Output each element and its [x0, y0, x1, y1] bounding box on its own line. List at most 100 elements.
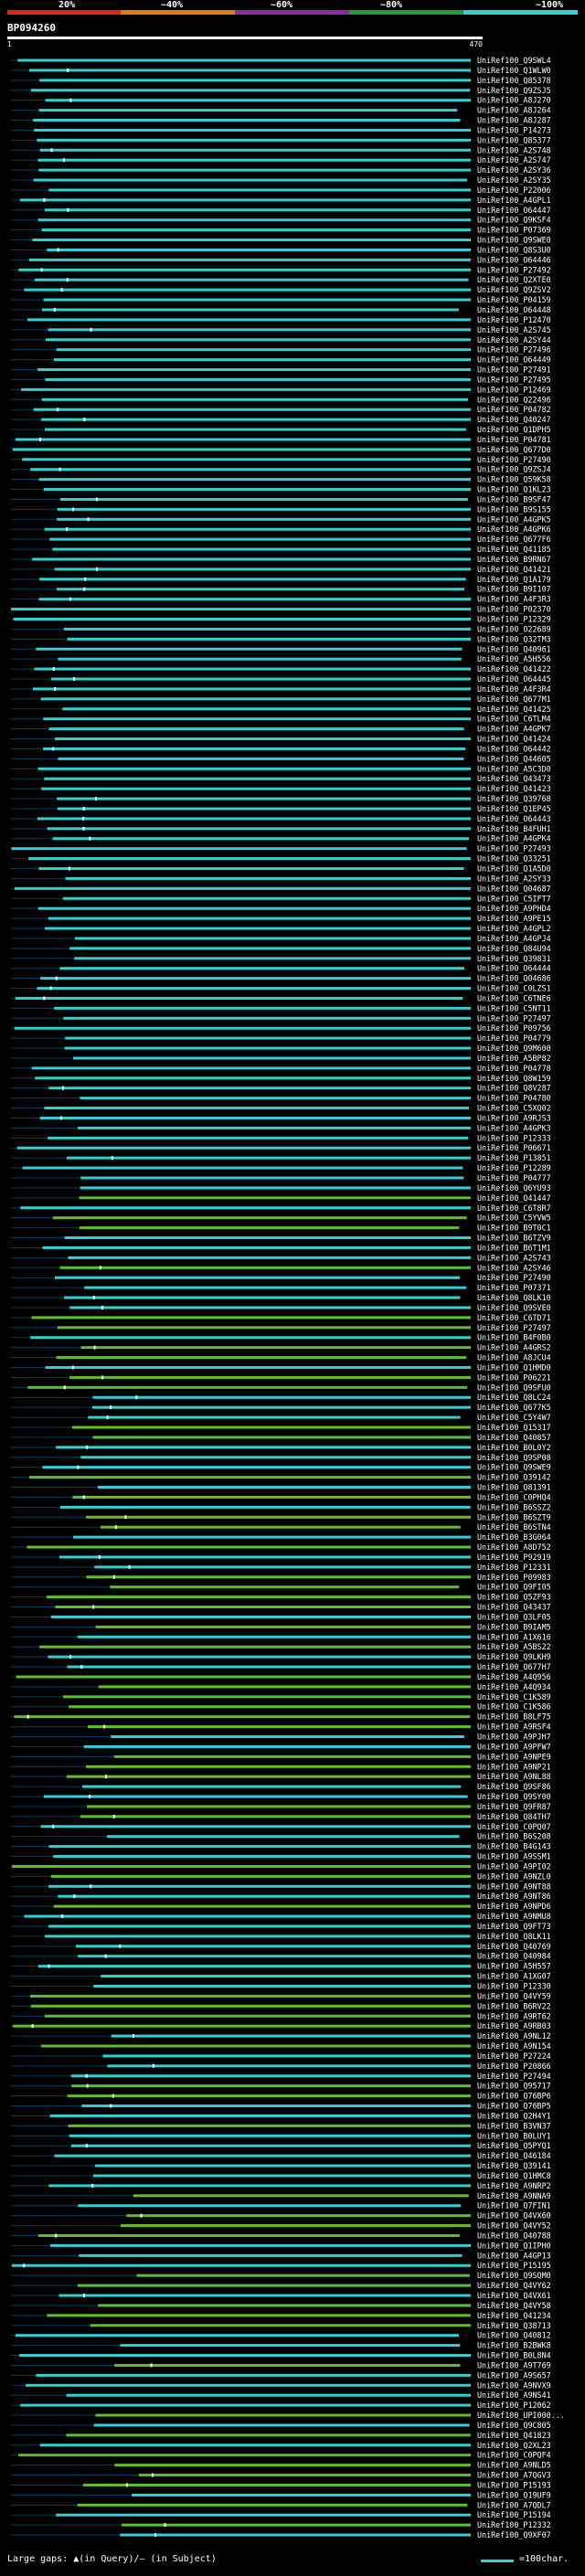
hit-row[interactable]: UniRef100_P27495 — [11, 375, 551, 384]
hit-row[interactable]: UniRef100_P12333 — [11, 1133, 551, 1142]
hit-row[interactable]: UniRef100_Q9ZSV2 — [11, 285, 551, 294]
hit-row[interactable]: UniRef100_A4GPL1 — [11, 196, 551, 205]
hit-row[interactable]: UniRef100_Q1HMD0 — [11, 1362, 551, 1372]
hit-row[interactable]: UniRef100_A4GPK6 — [11, 525, 551, 534]
hit-row[interactable]: UniRef100_Q40247 — [11, 415, 551, 424]
hit-row[interactable]: UniRef100_A8J270 — [11, 96, 551, 105]
hit-row[interactable]: UniRef100_P27494 — [11, 2072, 551, 2081]
hit-row[interactable]: UniRef100_Q44605 — [11, 754, 551, 763]
hit-row[interactable]: UniRef100_P12469 — [11, 385, 551, 394]
hit-row[interactable]: UniRef100_Q85378 — [11, 76, 551, 85]
hit-row[interactable]: UniRef100_A9NNA9 — [11, 2191, 551, 2200]
hit-row[interactable]: UniRef100_A4GPK4 — [11, 834, 551, 843]
hit-row[interactable]: UniRef100_P27490 — [11, 455, 551, 464]
hit-row[interactable]: UniRef100_Q6YU93 — [11, 1183, 551, 1193]
hit-row[interactable]: UniRef100_A4F3R3 — [11, 595, 551, 604]
hit-row[interactable]: UniRef100_Q9SFU0 — [11, 1383, 551, 1392]
hit-row[interactable]: UniRef100_A9NVX9 — [11, 2380, 551, 2390]
hit-row[interactable]: UniRef100_Q04686 — [11, 974, 551, 983]
hit-row[interactable]: UniRef100_P13851 — [11, 1153, 551, 1162]
hit-row[interactable]: UniRef100_Q39142 — [11, 1473, 551, 1482]
hit-row[interactable]: UniRef100_A4GPL2 — [11, 924, 551, 933]
hit-row[interactable]: UniRef100_P02370 — [11, 605, 551, 614]
hit-row[interactable]: UniRef100_A2SY46 — [11, 1263, 551, 1272]
hit-row[interactable]: UniRef100_P06671 — [11, 1143, 551, 1152]
hit-row[interactable]: UniRef100_Q40961 — [11, 644, 551, 653]
hit-row[interactable]: UniRef100_A9NL88 — [11, 1772, 551, 1781]
hit-row[interactable]: UniRef100_Q39141 — [11, 2161, 551, 2170]
hit-row[interactable]: UniRef100_C5Y4W7 — [11, 1413, 551, 1422]
hit-row[interactable]: UniRef100_Q677H7 — [11, 1662, 551, 1671]
hit-row[interactable]: UniRef100_B0LUY1 — [11, 2131, 551, 2140]
hit-row[interactable]: UniRef100_A9SSM1 — [11, 1852, 551, 1861]
hit-row[interactable]: UniRef100_C0PHQ4 — [11, 1492, 551, 1501]
hit-row[interactable]: UniRef100_A9NLD5 — [11, 2461, 551, 2470]
hit-row[interactable]: UniRef100_C5NT11 — [11, 1003, 551, 1012]
hit-row[interactable]: UniRef100_A2S745 — [11, 325, 551, 334]
hit-row[interactable]: UniRef100_A2S747 — [11, 155, 551, 164]
hit-row[interactable]: UniRef100_Q9FT73 — [11, 1922, 551, 1931]
hit-row[interactable]: UniRef100_P14273 — [11, 125, 551, 134]
hit-row[interactable]: UniRef100_Q41185 — [11, 545, 551, 554]
hit-row[interactable]: UniRef100_Q41234 — [11, 2311, 551, 2320]
hit-row[interactable]: UniRef100_Q1DPH5 — [11, 425, 551, 434]
hit-row[interactable]: UniRef100_C6TLM4 — [11, 715, 551, 724]
hit-row[interactable]: UniRef100_Q84TH7 — [11, 1812, 551, 1821]
hit-row[interactable]: UniRef100_B9RN67 — [11, 555, 551, 564]
hit-row[interactable]: UniRef100_Q677M1 — [11, 694, 551, 704]
hit-row[interactable]: UniRef100_B3G064 — [11, 1532, 551, 1542]
hit-row[interactable]: UniRef100_Q40769 — [11, 1942, 551, 1951]
hit-row[interactable]: UniRef100_B4F0B0 — [11, 1333, 551, 1342]
hit-row[interactable]: UniRef100_Q9ZSJ4 — [11, 465, 551, 474]
hit-row[interactable]: UniRef100_B6STN4 — [11, 1522, 551, 1532]
hit-row[interactable]: UniRef100_Q33251 — [11, 854, 551, 864]
hit-row[interactable]: UniRef100_A2SY35 — [11, 175, 551, 185]
hit-row[interactable]: UniRef100_C0LZS1 — [11, 984, 551, 993]
hit-row[interactable]: UniRef100_Q43437 — [11, 1603, 551, 1612]
hit-row[interactable]: UniRef100_P27490 — [11, 1273, 551, 1282]
hit-row[interactable]: UniRef100_Q84U94 — [11, 944, 551, 953]
hit-row[interactable]: UniRef100_A4GP13 — [11, 2251, 551, 2260]
hit-row[interactable]: UniRef100_Q85377 — [11, 135, 551, 144]
hit-row[interactable]: UniRef100_Q8LC24 — [11, 1393, 551, 1402]
hit-row[interactable]: UniRef100_Q9SWE9 — [11, 1463, 551, 1472]
hit-row[interactable]: UniRef100_C6TNE6 — [11, 993, 551, 1002]
hit-row[interactable]: UniRef100_Q39831 — [11, 954, 551, 963]
hit-row[interactable]: UniRef100_A9S657 — [11, 2370, 551, 2380]
hit-row[interactable]: UniRef100_Q7FIN1 — [11, 2201, 551, 2210]
hit-row[interactable]: UniRef100_P04779 — [11, 1034, 551, 1043]
hit-row[interactable]: UniRef100_Q15317 — [11, 1423, 551, 1432]
hit-row[interactable]: UniRef100_A9NT86 — [11, 1892, 551, 1901]
hit-row[interactable]: UniRef100_O64443 — [11, 814, 551, 823]
hit-row[interactable]: UniRef100_P15195 — [11, 2261, 551, 2270]
hit-row[interactable]: UniRef100_A9RSF4 — [11, 1723, 551, 1732]
hit-row[interactable]: UniRef100_A9PI02 — [11, 1861, 551, 1871]
hit-row[interactable]: UniRef100_A5BP82 — [11, 1054, 551, 1063]
hit-row[interactable]: UniRef100_B9T0C1 — [11, 1224, 551, 1233]
hit-row[interactable]: UniRef100_Q677D0 — [11, 445, 551, 454]
hit-row[interactable]: UniRef100_A9PJH7 — [11, 1733, 551, 1742]
hit-row[interactable]: UniRef100_B6RV22 — [11, 2001, 551, 2010]
hit-row[interactable]: UniRef100_A4Q934 — [11, 1682, 551, 1691]
hit-row[interactable]: UniRef100_Q41425 — [11, 705, 551, 714]
hit-row[interactable]: UniRef100_A5H556 — [11, 654, 551, 663]
hit-row[interactable]: UniRef100_C0PQF4 — [11, 2451, 551, 2460]
hit-row[interactable]: UniRef100_Q8W159 — [11, 1074, 551, 1083]
hit-row[interactable]: UniRef100_O64449 — [11, 355, 551, 365]
hit-row[interactable]: UniRef100_B9I107 — [11, 585, 551, 594]
hit-row[interactable]: UniRef100_Q9KSF4 — [11, 216, 551, 225]
hit-row[interactable]: UniRef100_P07369 — [11, 226, 551, 235]
hit-row[interactable]: UniRef100_B6SSZ2 — [11, 1502, 551, 1511]
hit-row[interactable]: UniRef100_A4GRS2 — [11, 1343, 551, 1352]
hit-row[interactable]: UniRef100_A2SY33 — [11, 874, 551, 883]
hit-row[interactable]: UniRef100_A4GPK3 — [11, 1123, 551, 1132]
hit-row[interactable]: UniRef100_P09756 — [11, 1023, 551, 1033]
hit-row[interactable]: UniRef100_B6T1M1 — [11, 1243, 551, 1252]
hit-row[interactable]: UniRef100_Q4VY58 — [11, 2301, 551, 2310]
hit-row[interactable]: UniRef100_P27496 — [11, 345, 551, 355]
hit-row[interactable]: UniRef100_B0L0Y2 — [11, 1443, 551, 1452]
hit-row[interactable]: UniRef100_Q41424 — [11, 735, 551, 744]
hit-row[interactable]: UniRef100_P27492 — [11, 265, 551, 274]
hit-row[interactable]: UniRef100_O64447 — [11, 206, 551, 215]
hit-row[interactable]: UniRef100_Q95717 — [11, 2082, 551, 2091]
